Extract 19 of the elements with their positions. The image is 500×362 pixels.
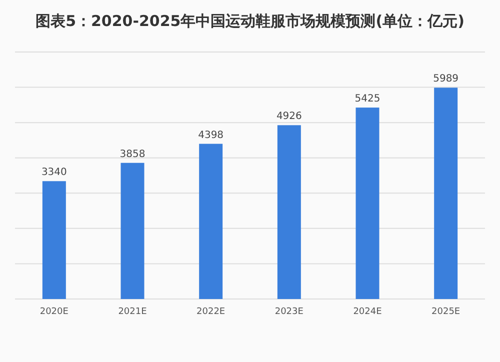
bar — [356, 108, 380, 299]
data-label: 4926 — [276, 111, 302, 122]
data-label: 5425 — [354, 94, 380, 105]
data-label: 3340 — [41, 167, 67, 178]
bar — [277, 125, 301, 299]
bar — [434, 88, 458, 299]
data-label: 5989 — [433, 74, 459, 85]
bar — [199, 144, 223, 299]
x-tick-label: 2024E — [353, 307, 382, 317]
bar — [120, 162, 144, 299]
x-tick-label: 2025E — [432, 307, 460, 317]
x-tick-label: 2023E — [274, 307, 304, 317]
x-tick-label: 2021E — [118, 307, 148, 317]
x-tick-label: 2020E — [40, 307, 69, 317]
x-tick-label: 2022E — [196, 307, 226, 317]
data-label: 4398 — [198, 130, 224, 141]
data-label: 3858 — [120, 148, 146, 160]
chart-title: 图表5：2020-2025年中国运动鞋服市场规模预测(单位：亿元) — [36, 12, 464, 30]
bar — [42, 181, 66, 299]
